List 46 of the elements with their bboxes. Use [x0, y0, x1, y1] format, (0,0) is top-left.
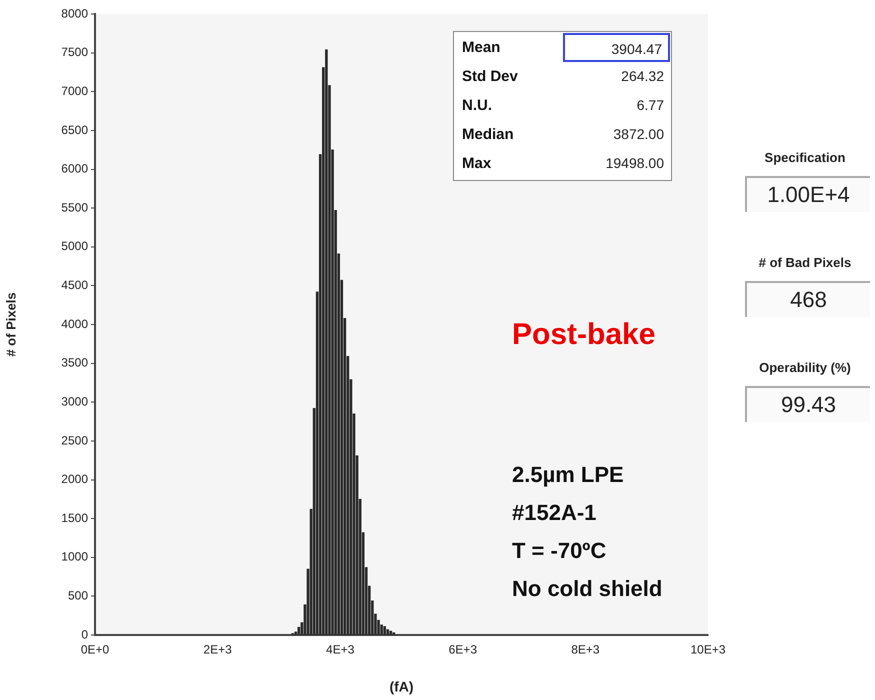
annotation: 3904.47: [563, 33, 670, 62]
y-tick-label: 4500: [61, 278, 88, 292]
y-axis-title: # of Pixels: [3, 292, 18, 357]
annotation: 2.5µm LPE: [512, 462, 624, 488]
annotation: 264.32: [620, 67, 665, 86]
y-tick-label: 4000: [61, 316, 88, 331]
annotation: No cold shield: [512, 576, 662, 602]
text: Operability (%): [758, 360, 852, 375]
text: 1.00E+4: [745, 176, 870, 212]
annotation: 3872.00: [612, 125, 665, 144]
annotation: Post-bake: [512, 318, 656, 352]
y-tick-label: 7000: [61, 84, 88, 98]
annotation: Max: [461, 154, 492, 174]
x-tick-label: 10E+3: [690, 642, 726, 657]
y-tick-label: 0: [81, 627, 88, 642]
annotation: N.U.: [461, 96, 493, 116]
annotation: 6.77: [636, 96, 665, 115]
y-tick-label: 6500: [61, 122, 88, 137]
x-tick-label: 0E+0: [80, 642, 110, 657]
y-tick-label: 1500: [61, 510, 88, 525]
y-tick-label: 1000: [61, 550, 88, 564]
y-tick-label: 6000: [61, 162, 88, 176]
x-axis-title: (fA): [389, 678, 414, 694]
y-tick-label: 5000: [61, 239, 88, 254]
annotation: Mean: [461, 38, 502, 58]
text: Specification: [764, 150, 846, 165]
y-tick-label: 5500: [61, 200, 88, 214]
text: 468: [745, 281, 870, 317]
y-tick-label: 8000: [61, 6, 88, 20]
x-tick-label: 2E+3: [203, 642, 232, 657]
annotation: T = -70ºC: [512, 538, 606, 564]
y-tick-label: 2000: [61, 472, 88, 486]
x-tick-label: 4E+3: [326, 642, 355, 657]
y-tick-label: 3000: [61, 394, 88, 408]
x-tick-label: 8E+3: [571, 642, 600, 657]
annotation: Median: [461, 125, 515, 145]
annotation: #152A-1: [512, 500, 596, 526]
text: # of Bad Pixels: [758, 255, 852, 270]
y-tick-label: 500: [68, 588, 88, 602]
x-tick-label: 6E+3: [448, 642, 478, 657]
y-tick-label: 3500: [61, 356, 88, 370]
y-tick-label: 7500: [61, 45, 88, 60]
annotation: 19498.00: [604, 154, 665, 173]
annotation: Std Dev: [461, 67, 519, 87]
y-tick-label: 2500: [61, 433, 88, 448]
text: 99.43: [745, 386, 870, 422]
